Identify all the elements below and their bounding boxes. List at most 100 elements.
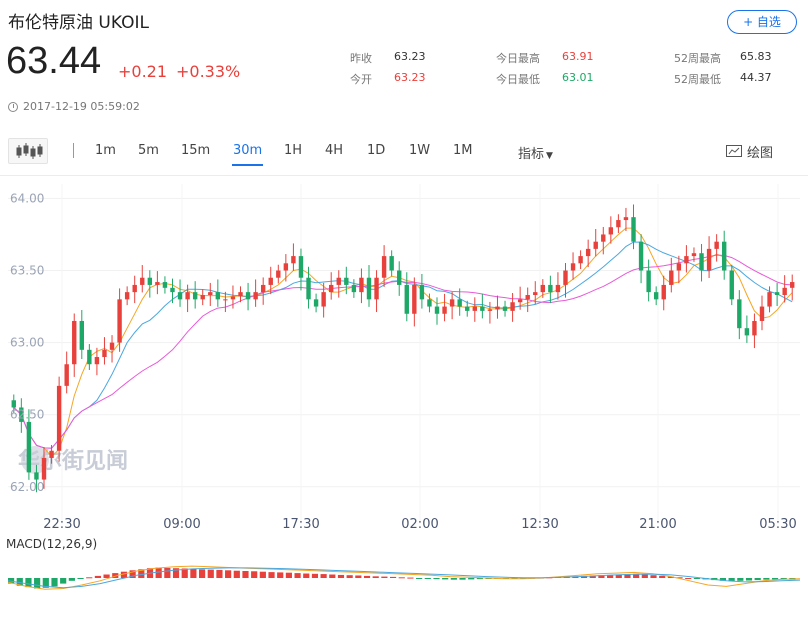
macd-bar: [355, 575, 362, 578]
x-tick-label: 09:00: [163, 517, 200, 532]
candle: [752, 313, 757, 349]
candle-body: [608, 227, 614, 235]
macd-bar: [624, 574, 631, 578]
candle-body: [616, 220, 621, 228]
candle-body: [291, 256, 296, 264]
candle: [283, 254, 289, 282]
candle: [56, 376, 62, 462]
candle-body: [631, 217, 636, 242]
macd-bar: [719, 578, 727, 581]
candle: [540, 279, 546, 298]
candle-body: [351, 284, 357, 293]
candle: [442, 293, 447, 322]
candle-body: [759, 306, 765, 321]
candle: [585, 239, 591, 268]
candle-body: [109, 342, 115, 350]
candle: [623, 207, 629, 232]
candle-body: [533, 292, 538, 296]
timeframe-1h[interactable]: 1H: [284, 143, 303, 158]
timeframe-1w[interactable]: 1W: [409, 143, 431, 158]
indicator-dropdown[interactable]: 指标 ▼: [518, 143, 553, 162]
macd-bar: [389, 576, 397, 578]
candle: [412, 277, 417, 327]
macd-bar: [16, 578, 23, 586]
macd-bar: [303, 573, 310, 578]
macd-bar: [450, 578, 457, 580]
timeframe-5m[interactable]: 5m: [138, 143, 159, 158]
candle: [276, 264, 281, 284]
candle-body: [381, 256, 387, 278]
candle-body: [404, 284, 409, 314]
y-tick-label: 62.00: [10, 480, 44, 494]
candle: [397, 261, 402, 296]
candle: [729, 264, 734, 306]
macd-bar: [251, 571, 258, 578]
candle: [72, 313, 77, 377]
candle-body: [412, 284, 417, 314]
candle: [374, 270, 379, 313]
macd-bar: [598, 575, 605, 578]
candle-body: [397, 270, 402, 285]
candle: [608, 216, 614, 244]
timeframe-1d[interactable]: 1D: [367, 143, 386, 158]
stat-day-low: 今日最低 63.01: [496, 71, 594, 87]
candle-body: [487, 309, 493, 311]
candle: [359, 268, 364, 304]
candle: [389, 250, 394, 277]
stat-label: 今开: [350, 73, 372, 86]
candle-body: [223, 299, 228, 301]
candle-body: [570, 263, 576, 271]
candle-body: [41, 457, 47, 480]
candle-body: [427, 299, 432, 307]
macd-bar: [242, 571, 249, 578]
candle-body: [200, 295, 205, 300]
timeframe-1mo[interactable]: 1M: [453, 143, 473, 158]
candle-body: [336, 277, 341, 285]
chart-toolbar: 1m 5m 15m 30m 1H 4H 1D 1W 1M 指标 ▼ 绘图: [0, 134, 808, 166]
toolbar-separator: [73, 143, 74, 158]
candle-body: [49, 450, 54, 458]
macd-bar: [77, 578, 84, 579]
candle: [260, 277, 266, 305]
candle: [570, 252, 576, 280]
candle-body: [268, 277, 273, 285]
candle-body: [737, 299, 742, 329]
candle: [767, 286, 772, 313]
candle: [449, 291, 455, 320]
draw-button[interactable]: 绘图: [726, 142, 773, 161]
ma-fast-line: [13, 227, 793, 458]
timeframe-15m[interactable]: 15m: [181, 143, 211, 158]
candle: [495, 295, 500, 319]
macd-bar: [442, 578, 449, 580]
candle: [306, 266, 311, 309]
candle-body: [442, 306, 447, 314]
indicator-label: 指标: [518, 147, 545, 162]
stat-value: 63.91: [562, 50, 594, 63]
candle-body: [699, 253, 704, 271]
timeframe-4h[interactable]: 4H: [325, 143, 344, 158]
chart-type-button[interactable]: [8, 138, 48, 164]
candle: [404, 272, 409, 322]
timeframe-1m[interactable]: 1m: [95, 143, 116, 158]
candle-body: [472, 306, 477, 311]
macd-bar: [728, 578, 735, 582]
timeframe-30m[interactable]: 30m: [231, 143, 264, 166]
candle-body: [313, 299, 319, 307]
macd-bar: [754, 578, 761, 581]
candle: [525, 287, 530, 313]
candle: [381, 245, 387, 287]
candle: [419, 273, 425, 309]
candle: [653, 286, 659, 306]
add-watchlist-button[interactable]: + 自选: [727, 10, 797, 34]
macd-bar: [659, 575, 666, 578]
candle-body: [578, 256, 583, 264]
candle-body: [638, 241, 644, 271]
y-tick-label: 64.00: [10, 191, 44, 205]
macd-bar: [190, 568, 197, 578]
candle-body: [510, 302, 515, 311]
candle: [329, 272, 334, 300]
x-tick-label: 17:30: [282, 517, 319, 532]
macd-dif-line: [7, 565, 801, 590]
timestamp-row: 2017-12-19 05:59:02: [8, 100, 140, 113]
